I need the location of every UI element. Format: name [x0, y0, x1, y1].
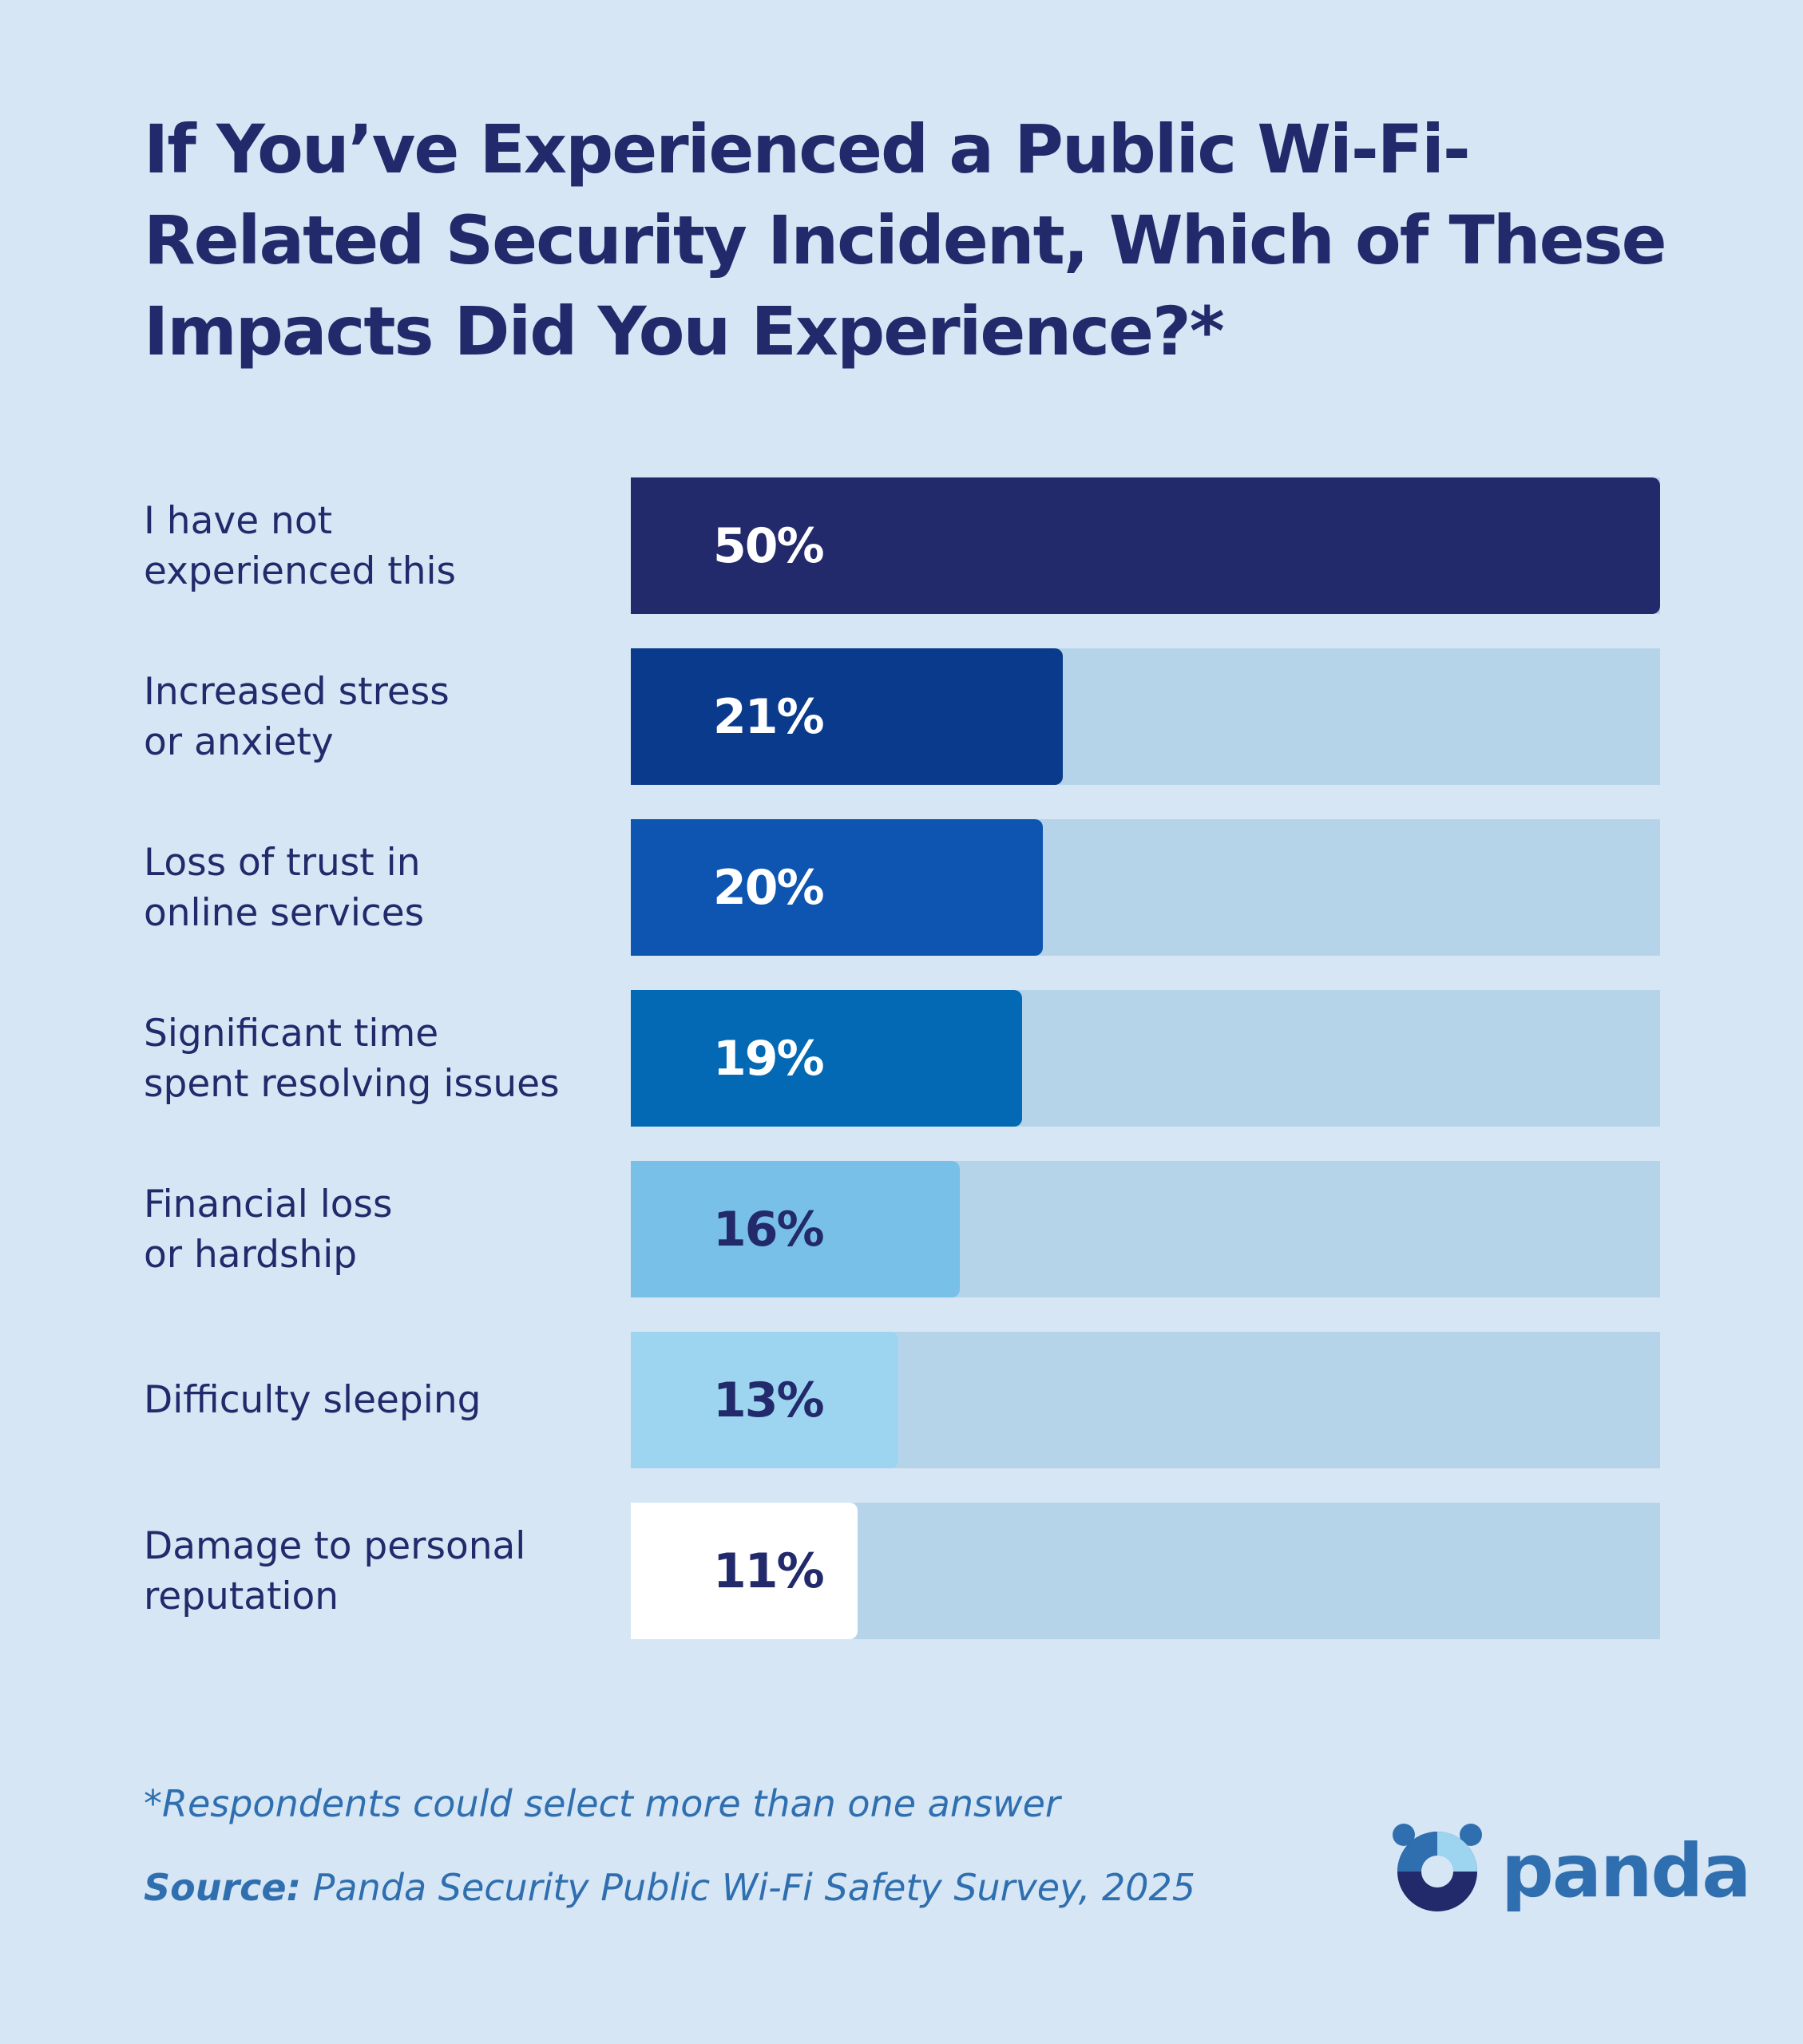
value-label: 11% — [713, 1543, 825, 1599]
category-label: Significant time spent resolving issues — [144, 1011, 560, 1106]
bar — [631, 477, 1660, 614]
value-label: 21% — [713, 688, 825, 745]
category-label: Loss of trust in online services — [144, 840, 425, 935]
source: Source: Panda Security Public Wi-Fi Safe… — [144, 1866, 1195, 1909]
value-label: 50% — [713, 517, 825, 574]
category-label: Increased stress or anxiety — [144, 669, 450, 764]
bar — [631, 648, 1064, 785]
bar — [631, 819, 1043, 956]
category-label: I have not experienced this — [144, 498, 457, 593]
bar — [631, 990, 1022, 1127]
bar — [631, 1161, 961, 1297]
value-label: 13% — [713, 1372, 825, 1428]
logo-icon — [1393, 1824, 1482, 1911]
category-label: Difficulty sleeping — [144, 1378, 481, 1422]
logo-text: panda — [1501, 1828, 1751, 1914]
bar — [631, 1332, 899, 1468]
value-label: 16% — [713, 1201, 825, 1258]
source-label: Source: — [144, 1866, 302, 1909]
chart-title: If You’ve Experienced a Public Wi-Fi-Rel… — [144, 110, 1667, 370]
value-label: 20% — [713, 859, 825, 916]
footnote: *Respondents could select more than one … — [144, 1782, 1060, 1825]
value-label: 19% — [713, 1030, 825, 1087]
source-text: Panda Security Public Wi-Fi Safety Surve… — [312, 1866, 1196, 1909]
category-label: Damage to personal reputation — [144, 1523, 526, 1618]
bar — [631, 1503, 858, 1639]
category-label: Financial loss or hardship — [144, 1182, 393, 1277]
